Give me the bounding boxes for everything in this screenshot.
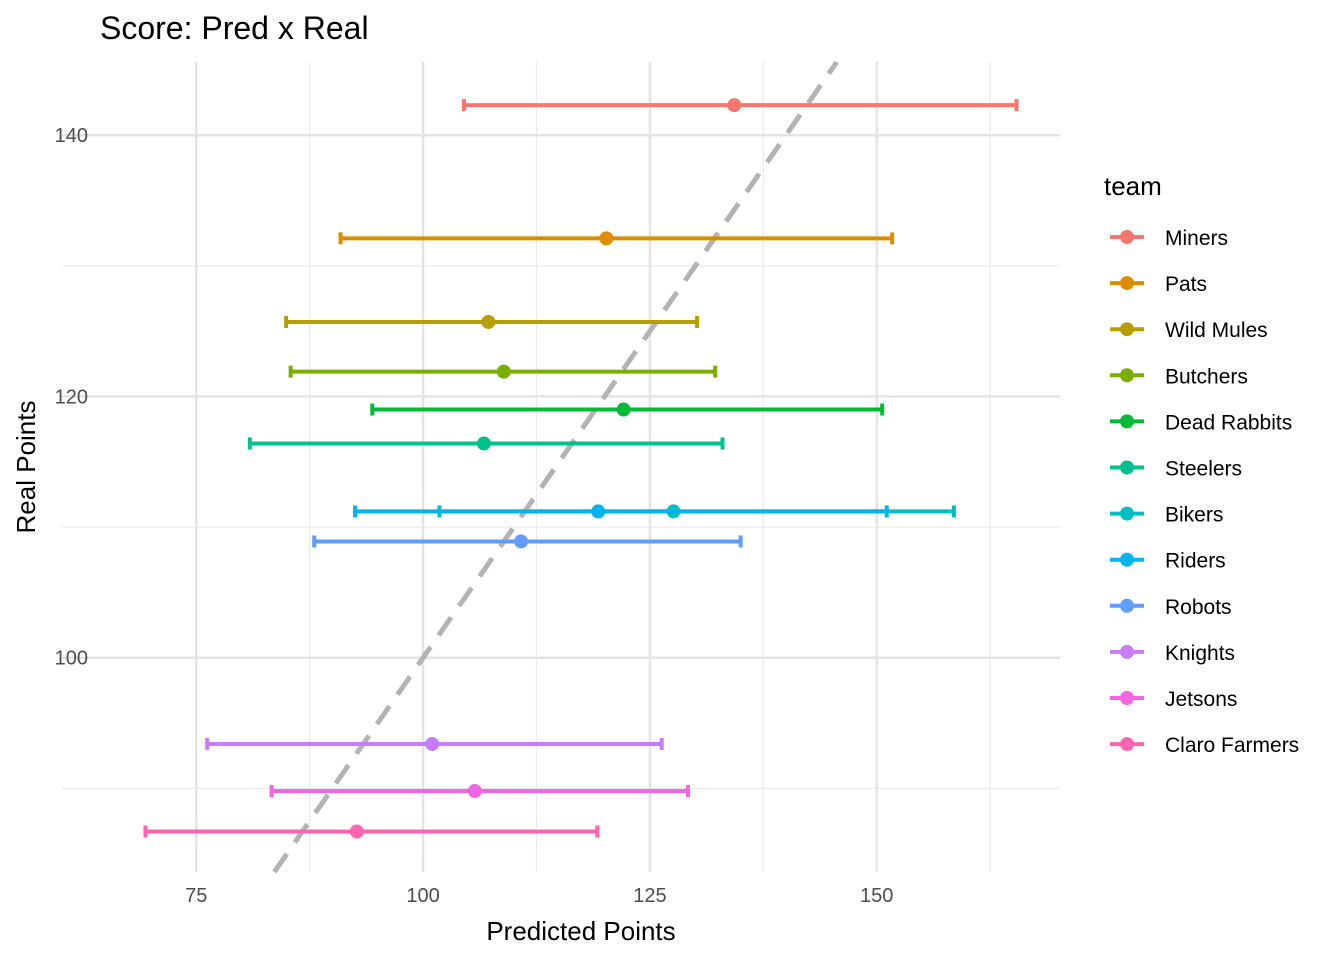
legend-label: Robots — [1165, 596, 1232, 619]
legend-label: Steelers — [1165, 458, 1242, 481]
legend-key-point — [1120, 644, 1134, 659]
legend-label: Jetsons — [1165, 688, 1237, 711]
x-axis-label: Predicted Points — [486, 916, 675, 946]
legend-label: Bikers — [1165, 504, 1223, 527]
legend-key-point — [1120, 737, 1134, 752]
data-point — [727, 98, 742, 113]
legend-key-point — [1120, 598, 1134, 613]
y-tick-label: 120 — [55, 386, 88, 408]
data-point — [476, 436, 491, 451]
legend-label: Claro Farmers — [1165, 734, 1299, 757]
grid — [62, 62, 1060, 872]
legend: team Miners Pats Wild Mules Butchers Dead Ra… — [1104, 171, 1299, 757]
legend-key-point — [1120, 414, 1134, 429]
reference-line-group — [272, 60, 839, 874]
data-point — [349, 824, 364, 839]
x-tick-label: 75 — [185, 885, 207, 907]
data-point — [481, 314, 496, 329]
y-axis-label: Real Points — [11, 401, 41, 534]
legend-key-point — [1120, 552, 1134, 567]
data-point — [616, 402, 631, 417]
reference-line — [272, 60, 839, 874]
y-tick-label: 140 — [55, 125, 88, 147]
x-tick-label: 125 — [633, 885, 666, 907]
legend-key-point — [1120, 691, 1134, 705]
x-tick-label: 100 — [406, 885, 439, 907]
legend-title: team — [1104, 171, 1162, 201]
legend-key-point — [1120, 368, 1134, 383]
data-point — [496, 364, 511, 379]
axis-ticks: 75 100 125 150 100 120 140 — [55, 125, 894, 907]
legend-key-point — [1120, 322, 1134, 337]
data-point — [599, 231, 614, 246]
data-point — [591, 504, 606, 519]
legend-label: Knights — [1165, 642, 1235, 665]
legend-key-point — [1120, 230, 1134, 244]
data-marks — [143, 98, 1019, 839]
legend-key-point — [1120, 276, 1134, 291]
legend-key-point — [1120, 506, 1134, 521]
legend-label: Riders — [1165, 550, 1226, 573]
legend-label: Dead Rabbits — [1165, 411, 1292, 434]
data-point — [514, 534, 529, 549]
legend-label: Pats — [1165, 273, 1207, 296]
chart-title: Score: Pred x Real — [100, 10, 369, 46]
legend-label: Wild Mules — [1165, 319, 1268, 342]
legend-label: Miners — [1165, 227, 1228, 250]
y-tick-label: 100 — [55, 648, 88, 670]
x-tick-label: 150 — [860, 885, 893, 907]
data-point — [467, 784, 482, 798]
data-point — [425, 736, 440, 751]
legend-key-point — [1120, 460, 1134, 475]
legend-label: Butchers — [1165, 365, 1248, 388]
